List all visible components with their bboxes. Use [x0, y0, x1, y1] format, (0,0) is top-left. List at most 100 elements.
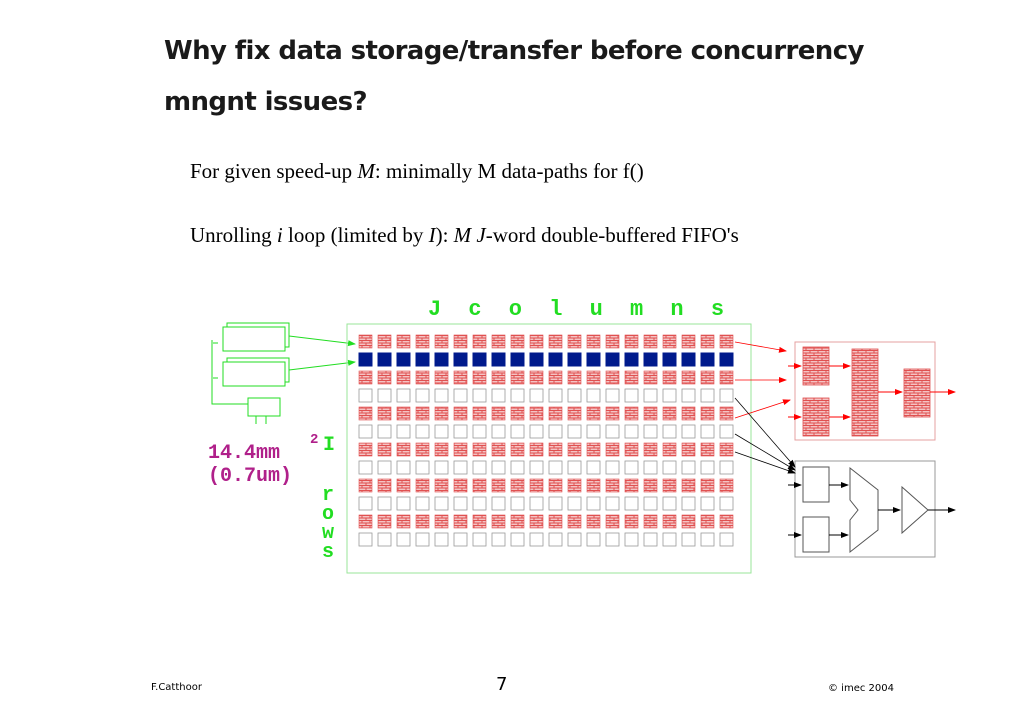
fifo-cell-brick	[358, 514, 373, 529]
fifo-cell-brick	[510, 406, 525, 421]
fifo-cell-empty	[624, 424, 639, 439]
fifo-cell-filled	[396, 352, 411, 367]
fifo-cell-brick	[586, 442, 601, 457]
fifo-cell-brick	[434, 334, 449, 349]
fifo-array-frame	[346, 323, 752, 574]
fifo-cell-brick	[548, 370, 563, 385]
fifo-cell-brick	[529, 442, 544, 457]
fifo-cell-brick	[624, 442, 639, 457]
fifo-cell-brick	[510, 370, 525, 385]
fifo-cell-filled	[510, 352, 525, 367]
fifo-cell-brick	[472, 478, 487, 493]
rows-label-letter: I	[323, 434, 335, 457]
fifo-cell-brick	[586, 478, 601, 493]
fifo-cell-empty	[643, 496, 658, 511]
fifo-cell-empty	[491, 424, 506, 439]
fifo-cell-empty	[453, 388, 468, 403]
fifo-cell-filled	[548, 352, 563, 367]
fifo-cell-empty	[662, 388, 677, 403]
fifo-cell-brick	[586, 406, 601, 421]
fifo-cell-empty	[415, 424, 430, 439]
fifo-cell-brick	[643, 442, 658, 457]
fifo-cell-brick	[472, 442, 487, 457]
fifo-cell-empty	[510, 460, 525, 475]
fifo-cell-brick	[472, 334, 487, 349]
footer-copyright: © imec 2004	[828, 683, 894, 694]
fifo-cell-brick	[377, 478, 392, 493]
fifo-cell-brick	[491, 514, 506, 529]
fifo-cell-empty	[548, 460, 563, 475]
fifo-cell-empty	[396, 388, 411, 403]
fifo-cell-brick	[510, 334, 525, 349]
fifo-cell-empty	[643, 532, 658, 547]
fifo-cell-brick	[605, 334, 620, 349]
fifo-cell-empty	[415, 532, 430, 547]
fifo-cell-brick	[377, 370, 392, 385]
area-technology: (0.7um)	[208, 465, 292, 488]
fifo-cell-grid	[358, 334, 734, 547]
fifo-cell-brick	[453, 406, 468, 421]
fifo-cell-brick	[358, 442, 373, 457]
fifo-cell-empty	[719, 460, 734, 475]
fifo-cell-brick	[662, 514, 677, 529]
fifo-cell-brick	[700, 514, 715, 529]
fifo-cell-brick	[472, 406, 487, 421]
fifo-cell-empty	[396, 460, 411, 475]
fifo-cell-brick	[719, 442, 734, 457]
fifo-cell-empty	[567, 424, 582, 439]
fifo-cell-brick	[548, 442, 563, 457]
fifo-cell-brick	[377, 334, 392, 349]
fifo-cell-brick	[472, 514, 487, 529]
fifo-cell-empty	[624, 388, 639, 403]
fifo-cell-empty	[662, 532, 677, 547]
fifo-cell-filled	[415, 352, 430, 367]
fifo-cell-brick	[415, 514, 430, 529]
fifo-cell-empty	[700, 460, 715, 475]
area-value: 14.4mm	[208, 442, 280, 465]
fifo-cell-empty	[586, 388, 601, 403]
fifo-cell-brick	[605, 406, 620, 421]
fifo-cell-brick	[453, 334, 468, 349]
fifo-cell-brick	[567, 406, 582, 421]
fifo-cell-brick	[586, 370, 601, 385]
datapath-elements	[802, 466, 929, 554]
fifo-cell-empty	[624, 496, 639, 511]
fifo-cell-empty	[586, 424, 601, 439]
fifo-cell-empty	[700, 496, 715, 511]
fifo-cell-empty	[548, 424, 563, 439]
fifo-cell-brick	[453, 442, 468, 457]
fifo-cell-filled	[586, 352, 601, 367]
fifo-cell-empty	[643, 424, 658, 439]
bullet-speedup: For given speed-up M: minimally M data-p…	[190, 159, 644, 183]
fifo-cell-empty	[719, 388, 734, 403]
fifo-cell-brick	[396, 406, 411, 421]
fifo-cell-empty	[491, 460, 506, 475]
fifo-cell-brick	[434, 406, 449, 421]
fifo-cell-brick	[624, 406, 639, 421]
fifo-cell-brick	[586, 514, 601, 529]
fifo-cell-brick	[643, 406, 658, 421]
fifo-cell-brick	[643, 478, 658, 493]
fifo-cell-empty	[510, 424, 525, 439]
fifo-cell-empty	[529, 424, 544, 439]
fifo-cell-brick	[396, 478, 411, 493]
fifo-cell-brick	[377, 442, 392, 457]
fifo-cell-empty	[681, 424, 696, 439]
fifo-cell-empty	[529, 496, 544, 511]
fifo-cell-filled	[681, 352, 696, 367]
fifo-cell-brick	[605, 442, 620, 457]
fifo-cell-brick	[415, 478, 430, 493]
fifo-cell-empty	[358, 424, 373, 439]
fifo-cell-brick	[719, 514, 734, 529]
fifo-cell-brick	[358, 478, 373, 493]
fifo-cell-empty	[396, 496, 411, 511]
fifo-cell-brick	[510, 514, 525, 529]
fifo-cell-brick	[548, 514, 563, 529]
fifo-cell-brick	[396, 514, 411, 529]
fifo-cell-brick	[605, 370, 620, 385]
fifo-cell-brick	[719, 478, 734, 493]
slide-title: Why fix data storage/transfer before con…	[164, 36, 864, 117]
fifo-cell-empty	[567, 388, 582, 403]
fifo-cell-empty	[605, 532, 620, 547]
fifo-cell-empty	[472, 496, 487, 511]
